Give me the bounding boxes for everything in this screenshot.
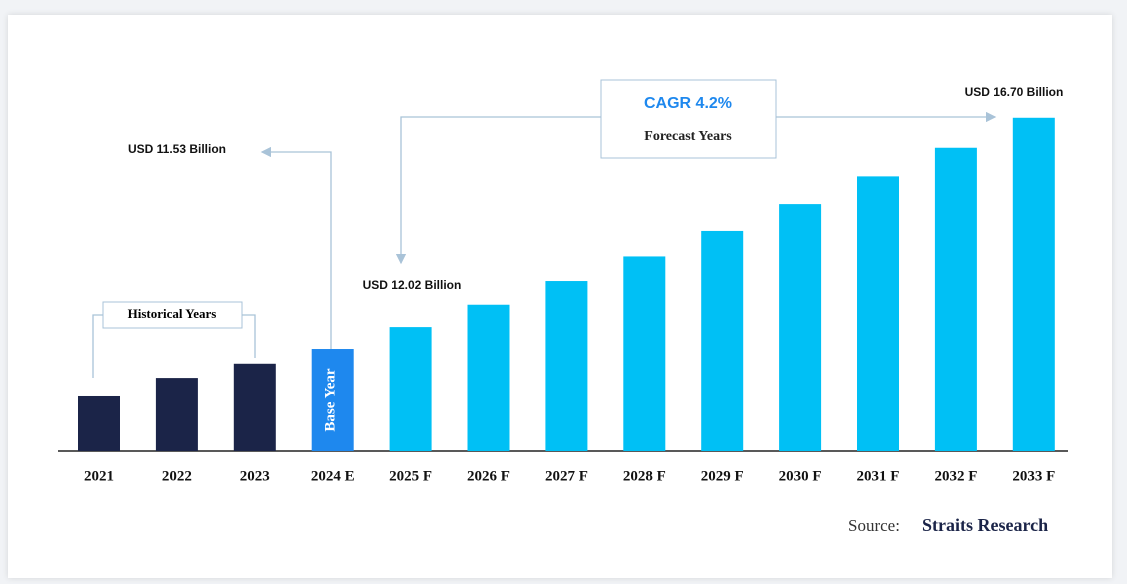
x-tick-label: 2031 F (857, 468, 900, 484)
x-tick-label: 2029 F (701, 468, 744, 484)
x-tick-label: 2028 F (623, 468, 666, 484)
source-label: Source: (848, 516, 900, 535)
bar (311, 349, 354, 451)
x-tick-label: 2030 F (779, 468, 822, 484)
bar (78, 395, 120, 451)
x-tick-label: 2025 F (389, 468, 432, 484)
x-tick-label: 2033 F (1012, 468, 1055, 484)
bar (934, 147, 977, 451)
x-tick-label: 2021 (84, 468, 114, 484)
historical-label: Historical Years (128, 306, 217, 321)
bar (389, 327, 432, 451)
historical-bracket (92, 314, 256, 378)
x-tick-label: 2032 F (934, 468, 977, 484)
forecast-label: Forecast Years (644, 129, 732, 144)
x-tick-label: 2024 E (311, 468, 355, 484)
base-year-label: Base Year (322, 368, 338, 432)
bar (545, 281, 588, 451)
bars (78, 117, 1055, 452)
forecast-arrow-left (395, 116, 601, 265)
historical-box (102, 301, 243, 329)
bar (623, 256, 666, 451)
bar (779, 204, 822, 451)
value-label: USD 16.70 Billion (965, 85, 1064, 99)
value-label: USD 12.02 Billion (363, 278, 462, 292)
bar (467, 304, 510, 451)
bar (233, 363, 276, 451)
base-arrow (260, 146, 332, 349)
x-tick-label: 2023 (240, 468, 270, 484)
x-tick-label: 2027 F (545, 468, 588, 484)
bar (155, 378, 198, 451)
source-name: Straits Research (922, 515, 1048, 535)
cagr-label: CAGR 4.2% (644, 95, 732, 112)
x-tick-label: 2026 F (467, 468, 510, 484)
bar (1012, 117, 1055, 452)
cagr-box (600, 79, 777, 159)
bar (857, 176, 899, 451)
value-label: USD 11.53 Billion (128, 142, 226, 156)
x-tick-label: 2022 (162, 468, 192, 484)
bar (701, 230, 744, 451)
